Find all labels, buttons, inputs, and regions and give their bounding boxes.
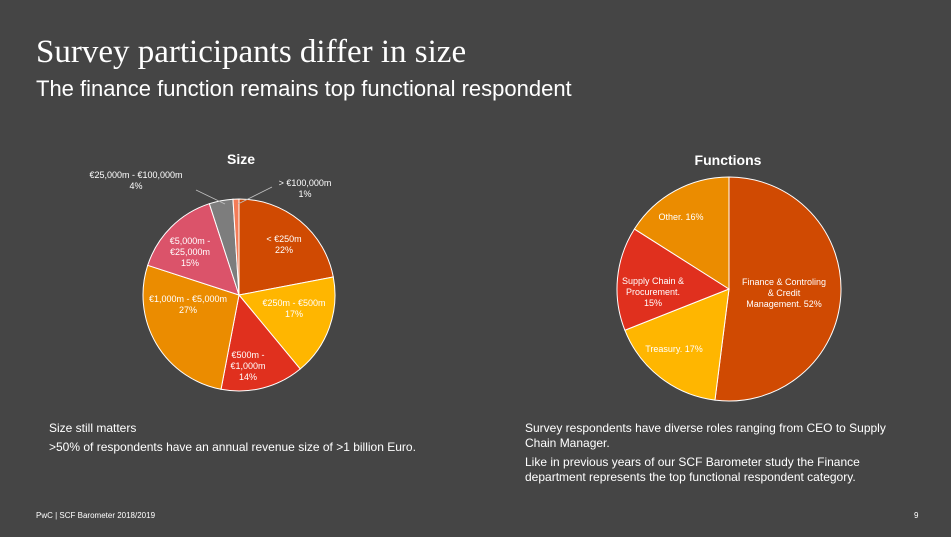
- size-slice-label-0-line-1: 22%: [275, 245, 293, 255]
- size-slice-label-2: €500m -€1,000m 14%: [230, 350, 265, 382]
- functions-slice-label-1: Treasury. 17%: [645, 344, 703, 354]
- size-slice-label-6-line-0: > €100,000m: [279, 178, 332, 188]
- functions-slice-label-0-line-2: Management. 52%: [746, 299, 822, 309]
- size-slice-label-0-line-0: < €250m: [266, 234, 301, 244]
- functions-slice-label-3: Other. 16%: [658, 212, 703, 222]
- size-pie-chart: [142, 198, 336, 392]
- size-slice-label-4: €5,000m -€25,000m 15%: [170, 236, 211, 268]
- size-slice-label-1: €250m - €500m 17%: [262, 298, 325, 319]
- chart-0-slice-2: [220, 293, 301, 392]
- functions-commentary: Survey respondents have diverse roles ra…: [525, 421, 905, 489]
- functions-slice-label-0-line-1: & Credit: [768, 288, 801, 298]
- size-slice-label-1-line-1: 17%: [285, 309, 303, 319]
- footer-source: PwC | SCF Barometer 2018/2019: [36, 511, 156, 520]
- functions-pie-chart: [616, 176, 842, 402]
- size-commentary: Size still matters >50% of respondents h…: [49, 421, 469, 459]
- size-chart-title: Size: [226, 151, 255, 167]
- size-leader-line-1: [195, 189, 226, 205]
- size-commentary-line-2: >50% of respondents have an annual reven…: [49, 440, 416, 454]
- functions-slice-label-3-line-0: Other. 16%: [658, 212, 703, 222]
- size-slice-label-0: < €250m 22%: [266, 234, 301, 255]
- functions-slice-label-0: Finance & Controling & Credit Management. …: [742, 277, 826, 309]
- functions-pie-labels: Finance & Controling & Credit Management. …: [622, 212, 826, 354]
- size-slice-label-2-line-0: €500m -: [231, 350, 264, 360]
- slide-title: Survey participants differ in size: [36, 34, 467, 70]
- functions-commentary-para-2: Like in previous years of our SCF Barome…: [525, 455, 860, 484]
- chart-0-slice-1: [238, 276, 336, 370]
- chart-0-slice-6: [232, 198, 240, 296]
- size-slice-label-4-line-1: €25,000m: [170, 247, 210, 257]
- size-leader-lines: [195, 186, 273, 205]
- functions-slice-label-0-line-0: Finance & Controling: [742, 277, 826, 287]
- chart-0-slice-0: [238, 198, 334, 296]
- chart-0-slice-3: [142, 264, 240, 390]
- size-slice-label-5: €25,000m - €100,000m 4%: [89, 170, 182, 191]
- functions-slice-label-2-line-1: Procurement.: [626, 287, 680, 297]
- size-slice-label-5-line-0: €25,000m - €100,000m: [89, 170, 182, 180]
- functions-commentary-para-1: Survey respondents have diverse roles ra…: [525, 421, 886, 450]
- slide-subtitle: The finance function remains top functio…: [36, 76, 572, 101]
- functions-slice-label-1-line-0: Treasury. 17%: [645, 344, 703, 354]
- size-slice-label-4-line-0: €5,000m -: [170, 236, 211, 246]
- size-leader-line-2: [237, 186, 273, 205]
- size-slice-label-2-line-1: €1,000m: [230, 361, 265, 371]
- page-number: 9: [914, 511, 919, 520]
- functions-chart-title: Functions: [694, 152, 762, 168]
- size-pie-labels: < €250m 22%€250m - €500m 17%€500m -€1,000m…: [89, 170, 331, 382]
- size-slice-label-2-line-2: 14%: [239, 372, 257, 382]
- size-slice-label-4-line-2: 15%: [181, 258, 199, 268]
- chart-1-slice-0: [714, 176, 842, 402]
- chart-0-slice-4: [147, 203, 240, 296]
- size-slice-label-3: €1,000m - €5,000m 27%: [149, 294, 227, 315]
- functions-slice-label-2-line-0: Supply Chain &: [622, 276, 684, 286]
- size-slice-label-6-line-1: 1%: [298, 189, 311, 199]
- size-slice-label-6: > €100,000m 1%: [279, 178, 332, 199]
- chart-1-slice-1: [624, 288, 730, 401]
- size-slice-label-3-line-1: 27%: [179, 305, 197, 315]
- size-commentary-line-1: Size still matters: [49, 421, 137, 435]
- chart-1-slice-3: [633, 176, 730, 290]
- functions-slice-label-2: Supply Chain & Procurement. 15%: [622, 276, 684, 308]
- size-slice-label-1-line-0: €250m - €500m: [262, 298, 325, 308]
- size-slice-label-5-line-1: 4%: [129, 181, 142, 191]
- chart-1-slice-2: [616, 228, 731, 331]
- size-slice-label-3-line-0: €1,000m - €5,000m: [149, 294, 227, 304]
- functions-slice-label-2-line-2: 15%: [644, 298, 662, 308]
